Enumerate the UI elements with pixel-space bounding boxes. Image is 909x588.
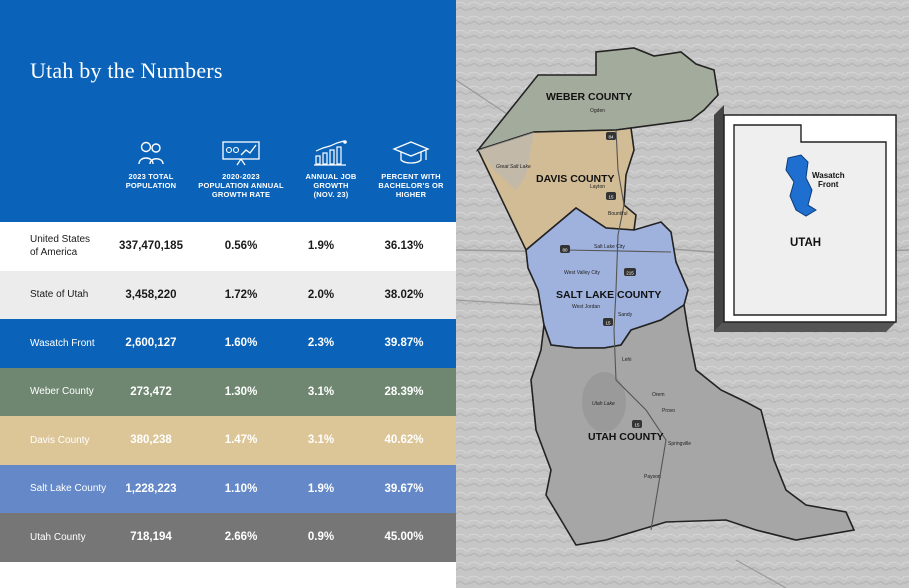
population-value: 3,458,220 (125, 288, 177, 301)
svg-text:215: 215 (626, 271, 634, 276)
table-row: Utah County 718,194 2.66% 0.9% 45.00% (0, 513, 456, 562)
highway-shield-84: 84 (606, 132, 616, 140)
row-region-name: State of Utah (30, 289, 89, 301)
city-orem: Orem (652, 392, 665, 398)
city-springville: Springville (668, 441, 691, 447)
utah-inset-label: UTAH (790, 237, 821, 249)
population-value: 1,228,223 (125, 482, 177, 495)
pop-growth-value: 1.60% (224, 337, 258, 350)
bachelors-value: 38.02% (384, 288, 424, 301)
city-ogden: Ogden (590, 108, 605, 114)
great-salt-lake-label: Great Salt Lake (496, 164, 531, 170)
svg-text:84: 84 (608, 135, 614, 140)
bachelors-value: 39.87% (384, 337, 424, 350)
column-label-pop-growth: 2020-2023 POPULATION ANNUAL GROWTH RATE (198, 172, 284, 199)
city-salt-lake-city: Salt Lake City (594, 244, 625, 250)
city-layton: Layton (590, 184, 605, 190)
table-row: Weber County 273,472 1.30% 3.1% 28.39% (0, 367, 456, 416)
presentation-growth-icon (222, 141, 260, 166)
wasatch-front-label-line2: Front (818, 180, 839, 189)
job-growth-value: 2.0% (307, 288, 335, 301)
job-growth-value: 3.1% (307, 385, 335, 398)
utah-county-region (530, 303, 856, 546)
bachelors-value: 45.00% (384, 531, 424, 544)
row-region-name: Wasatch Front (30, 337, 95, 349)
bachelors-value: 28.39% (384, 385, 424, 398)
column-label-job-growth: ANNUAL JOB GROWTH (NOV. 23) (305, 172, 357, 199)
population-value: 337,470,185 (119, 240, 183, 253)
job-growth-value: 1.9% (307, 240, 335, 253)
davis-county-label: DAVIS COUNTY (536, 173, 615, 185)
job-growth-value: 1.9% (307, 482, 335, 495)
panel-header: Utah by the Numbers 2023 TOTAL POPULATION (0, 0, 456, 222)
pop-growth-value: 0.56% (224, 240, 258, 253)
bar-chart-growth-icon (314, 140, 347, 166)
map-panel: Great Salt Lake Utah Lake WEBER COUNTY D… (456, 0, 909, 588)
row-region-name: Salt Lake County (30, 483, 107, 495)
svg-text:15: 15 (608, 195, 614, 200)
city-bountiful: Bountiful (608, 211, 627, 217)
salt-lake-county-label: SALT LAKE COUNTY (556, 289, 661, 301)
column-header-population: 2023 TOTAL POPULATION (103, 140, 199, 190)
pop-growth-value: 1.30% (224, 385, 258, 398)
highway-shield-215: 215 (624, 268, 636, 276)
row-region-name: Weber County (30, 386, 94, 398)
utah-state-outline (733, 124, 887, 316)
population-value: 2,600,127 (125, 337, 177, 350)
population-value: 718,194 (130, 531, 172, 544)
city-lehi: Lehi (622, 357, 631, 363)
job-growth-value: 3.1% (307, 434, 335, 447)
bachelors-value: 40.62% (384, 434, 424, 447)
utah-county-label: UTAH COUNTY (588, 431, 664, 443)
highway-shield-15: 15 (606, 192, 616, 200)
pop-growth-value: 2.66% (224, 531, 258, 544)
stats-panel: Utah by the Numbers 2023 TOTAL POPULATION (0, 0, 456, 562)
bachelors-value: 36.13% (384, 240, 424, 253)
column-header-bachelors: PERCENT WITH BACHELOR'S OR HIGHER (363, 140, 459, 199)
job-growth-value: 0.9% (307, 531, 335, 544)
column-label-bachelors: PERCENT WITH BACHELOR'S OR HIGHER (378, 172, 444, 199)
city-sandy: Sandy (618, 312, 633, 318)
row-region-name: Davis County (30, 434, 90, 446)
row-region-name: Utah County (30, 531, 86, 543)
wasatch-front-region (785, 154, 817, 217)
weber-county-label: WEBER COUNTY (546, 91, 632, 103)
column-header-job-growth: ANNUAL JOB GROWTH (NOV. 23) (283, 140, 379, 199)
bachelors-value: 39.67% (384, 482, 424, 495)
city-west-jordan: West Jordan (572, 304, 600, 310)
table-row: Davis County 380,238 1.47% 3.1% 40.62% (0, 416, 456, 465)
table-row: Salt Lake County 1,228,223 1.10% 1.9% 39.67% (0, 464, 456, 513)
column-header-pop-growth: 2020-2023 POPULATION ANNUAL GROWTH RATE (193, 140, 289, 199)
column-label-population: 2023 TOTAL POPULATION (125, 172, 177, 190)
page-title: Utah by the Numbers (30, 58, 223, 83)
city-provo: Provo (662, 408, 675, 414)
utah-county-map: Great Salt Lake Utah Lake WEBER COUNTY D… (456, 0, 909, 588)
row-region-name: United States of America (30, 234, 91, 259)
population-value: 380,238 (130, 434, 172, 447)
table-row: State of Utah 3,458,220 1.72% 2.0% 38.02% (0, 270, 456, 319)
table-row: Wasatch Front 2,600,127 1.60% 2.3% 39.87% (0, 319, 456, 368)
svg-text:80: 80 (562, 248, 568, 253)
pop-growth-value: 1.72% (224, 288, 258, 301)
city-west-valley-city: West Valley City (564, 270, 600, 276)
highway-shield-80: 80 (560, 245, 570, 253)
population-value: 273,472 (130, 385, 172, 398)
table-row: United States of America 337,470,185 0.56% 1… (0, 222, 456, 271)
utah-inset-map: Wasatch Front UTAH (714, 105, 897, 332)
graduation-cap-icon (392, 141, 430, 164)
people-icon (138, 141, 164, 165)
svg-text:15: 15 (605, 321, 611, 326)
utah-lake-label: Utah Lake (592, 401, 615, 407)
highway-shield-15-salt-lake: 15 (603, 318, 613, 326)
wasatch-front-label-line1: Wasatch (812, 171, 845, 180)
pop-growth-value: 1.10% (224, 482, 258, 495)
svg-text:15: 15 (634, 423, 640, 428)
highway-shield-15-utah: 15 (632, 420, 642, 428)
job-growth-value: 2.3% (307, 337, 335, 350)
city-payson: Payson (644, 474, 661, 480)
pop-growth-value: 1.47% (224, 434, 258, 447)
